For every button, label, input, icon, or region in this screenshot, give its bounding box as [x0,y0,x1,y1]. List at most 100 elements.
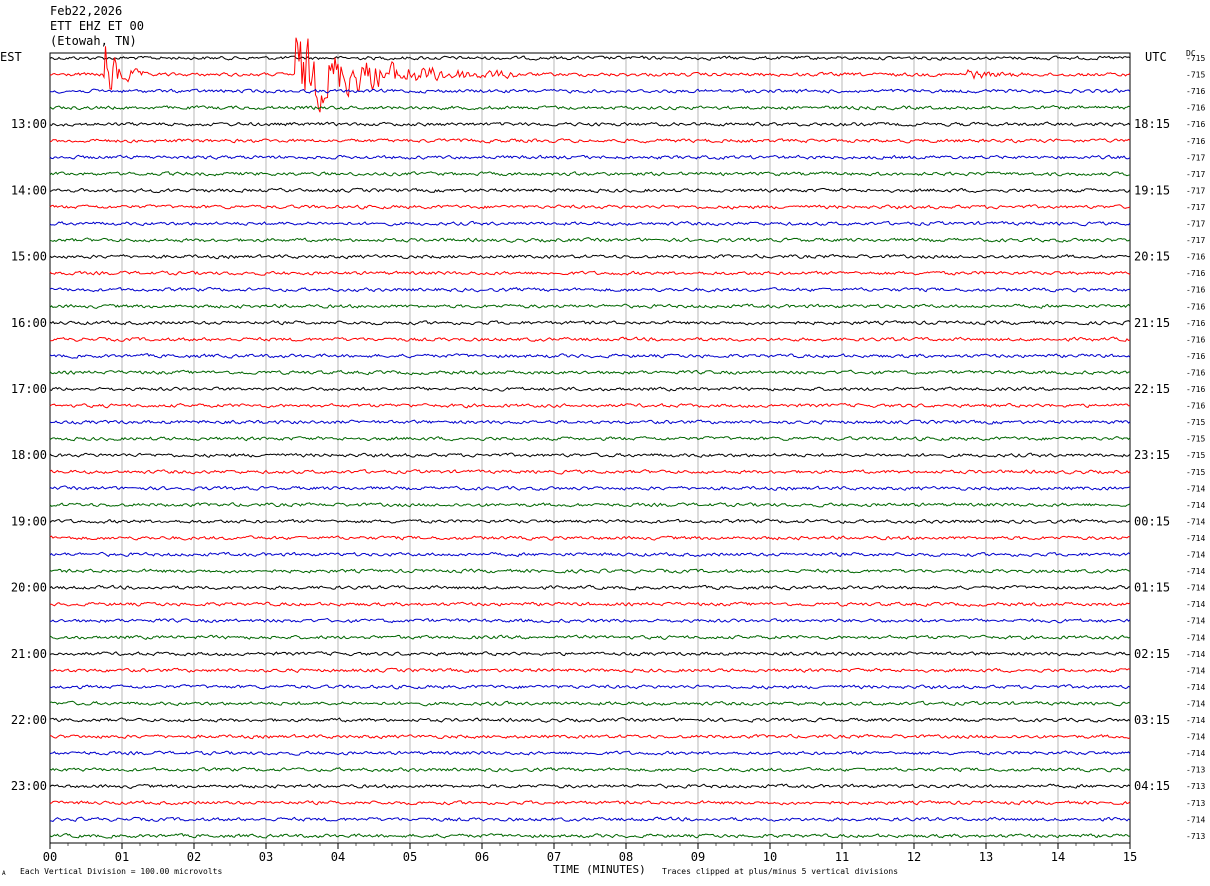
trace-line [49,402,1130,409]
trace-line [49,55,1131,61]
left-hour-label: 13:00 [11,117,47,131]
x-tick-label: 04 [331,850,345,864]
left-hour-label: 15:00 [11,250,47,264]
dc-offset-label: -713 [1186,799,1205,808]
dc-offset-label: -715 [1186,54,1205,63]
x-tick-label: 02 [187,850,201,864]
left-timezone-label: EST [0,50,22,64]
x-tick-label: 15 [1123,850,1137,864]
x-tick-label: 10 [763,850,777,864]
corner-mark: A [2,870,6,877]
left-hour-label: 20:00 [11,581,47,595]
dc-offset-label: -716 [1186,286,1205,295]
dc-offset-label: -716 [1186,385,1205,394]
dc-offset-label: -714 [1186,551,1205,560]
x-tick-label: 11 [835,850,849,864]
trace-line [49,320,1131,326]
dc-offset-label: -713 [1186,832,1205,841]
left-hour-label: 23:00 [11,779,47,793]
dc-offset-label: -716 [1186,87,1205,96]
trace-line [49,452,1131,458]
trace-line [49,336,1131,342]
trace-line [49,369,1131,376]
trace-line [49,37,1131,113]
dc-offset-label: -714 [1186,584,1205,593]
trace-line [49,832,1131,839]
trace-line [49,187,1131,194]
trace-line [49,766,1131,773]
station-code: ETT EHZ ET 00 [50,19,144,33]
plot-frame [49,52,1131,844]
x-tick-label: 06 [475,850,489,864]
trace-line [49,386,1131,392]
x-tick-label: 09 [691,850,705,864]
dc-offset-label: -714 [1186,600,1205,609]
trace-line [49,568,1131,574]
trace-line [49,435,1131,442]
trace-line [49,551,1131,558]
trace-line [49,237,1131,243]
dc-offset-label: -716 [1186,269,1205,278]
trace-line [49,700,1131,707]
trace-line [49,518,1131,525]
right-hour-label: 02:15 [1134,647,1170,661]
trace-line [49,800,1131,806]
x-tick-label: 14 [1051,850,1065,864]
left-hour-label: 16:00 [11,316,47,330]
trace-line [49,651,1131,657]
dc-offset-label: -716 [1186,402,1205,411]
chart-date: Feb22,2026 [50,4,123,18]
dc-offset-label: -717 [1186,203,1205,212]
trace-line [50,617,1131,624]
dc-offset-label: -714 [1186,484,1205,493]
dc-offset-label: -714 [1186,699,1205,708]
left-hour-label: 17:00 [11,382,47,396]
dc-offset-label: -716 [1186,319,1205,328]
dc-offset-label: -716 [1186,137,1205,146]
dc-offset-label: -714 [1186,749,1205,758]
trace-line [49,105,1131,111]
dc-offset-label: -714 [1186,716,1205,725]
left-hour-label: 22:00 [11,713,47,727]
right-hour-label: 03:15 [1134,713,1170,727]
trace-line [49,253,1131,260]
trace-line [49,138,1131,144]
dc-offset-label: -715 [1186,418,1205,427]
dc-offset-label: -714 [1186,683,1205,692]
right-hour-label: 21:15 [1134,316,1170,330]
dc-offset-label: -716 [1186,352,1205,361]
x-tick-label: 12 [907,850,921,864]
trace-line [49,485,1131,491]
right-hour-label: 18:15 [1134,117,1170,131]
trace-line [49,121,1131,127]
dc-offset-label: -714 [1186,617,1205,626]
dc-offset-label: -715 [1186,71,1205,80]
right-hour-label: 04:15 [1134,779,1170,793]
trace-line [49,667,1131,674]
dc-offset-label: -716 [1186,302,1205,311]
trace-line [49,88,1131,94]
trace-line [49,286,1131,293]
x-axis-title: TIME (MINUTES) [553,863,646,876]
x-tick-label: 07 [547,850,561,864]
dc-offset-label: -715 [1186,435,1205,444]
right-hour-label: 20:15 [1134,250,1170,264]
trace-line [49,750,1131,756]
trace-line [49,270,1131,276]
trace-line [49,584,1131,591]
dc-offset-label: -714 [1186,815,1205,824]
trace-line [50,601,1131,607]
dc-offset-label: -716 [1186,368,1205,377]
trace-line [49,684,1131,690]
trace-line [49,733,1131,740]
dc-offset-label: -717 [1186,186,1205,195]
trace-line [49,717,1131,723]
x-tick-label: 01 [115,850,129,864]
right-hour-label: 22:15 [1134,382,1170,396]
dc-offset-label: -714 [1186,501,1205,510]
dc-offset-label: -714 [1186,733,1205,742]
scale-note: Each Vertical Division = 100.00 microvol… [20,867,223,876]
trace-line [49,634,1131,641]
dc-offset-label: -713 [1186,766,1205,775]
